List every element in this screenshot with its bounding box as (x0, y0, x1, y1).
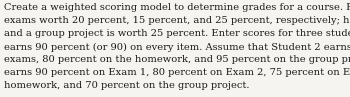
Text: Create a weighted scoring model to determine grades for a course. Final grades a: Create a weighted scoring model to deter… (4, 3, 350, 12)
Text: earns 90 percent on Exam 1, 80 percent on Exam 2, 75 percent on Exam 3, 80 perce: earns 90 percent on Exam 1, 80 percent o… (4, 68, 350, 77)
Text: exams, 80 percent on the homework, and 95 percent on the group project. Assume t: exams, 80 percent on the homework, and 9… (4, 55, 350, 64)
Text: homework, and 70 percent on the group project.: homework, and 70 percent on the group pr… (4, 81, 250, 90)
Text: and a group project is worth 25 percent. Enter scores for three students. Assume: and a group project is worth 25 percent.… (4, 29, 350, 38)
Text: earns 90 percent (or 90) on every item. Assume that Student 2 earns 70 percent o: earns 90 percent (or 90) on every item. … (4, 42, 350, 52)
Text: exams worth 20 percent, 15 percent, and 25 percent, respectively; homework is wo: exams worth 20 percent, 15 percent, and … (4, 16, 350, 25)
